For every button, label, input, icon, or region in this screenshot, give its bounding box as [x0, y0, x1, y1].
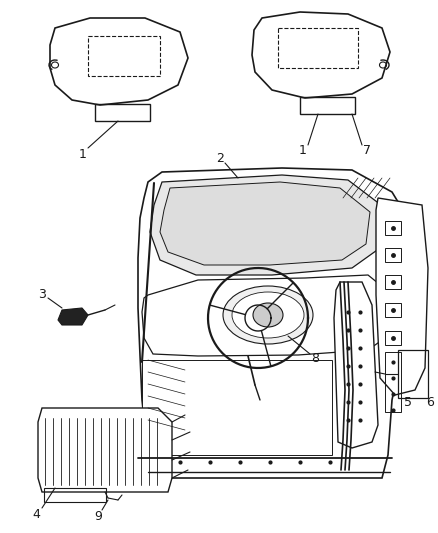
- Polygon shape: [334, 282, 378, 448]
- Polygon shape: [252, 12, 390, 98]
- Bar: [44, 488, 106, 502]
- Text: 8: 8: [311, 351, 319, 365]
- Bar: [278, 28, 358, 68]
- Bar: [95, 104, 150, 121]
- Bar: [385, 352, 401, 412]
- Bar: [398, 350, 428, 398]
- Polygon shape: [142, 275, 388, 356]
- Text: 4: 4: [32, 507, 40, 521]
- Text: 5: 5: [404, 395, 412, 408]
- Ellipse shape: [253, 303, 283, 327]
- Polygon shape: [138, 168, 416, 478]
- Bar: [385, 303, 401, 317]
- Polygon shape: [50, 18, 188, 105]
- Ellipse shape: [223, 286, 313, 344]
- Ellipse shape: [232, 292, 304, 338]
- Polygon shape: [150, 175, 385, 275]
- Polygon shape: [376, 198, 428, 395]
- Text: 7: 7: [363, 144, 371, 157]
- Text: 6: 6: [426, 395, 434, 408]
- Text: 2: 2: [216, 152, 224, 166]
- Text: 1: 1: [299, 144, 307, 157]
- Polygon shape: [142, 360, 332, 455]
- Bar: [300, 97, 355, 114]
- Bar: [385, 248, 401, 262]
- Bar: [385, 221, 401, 235]
- Text: 9: 9: [94, 510, 102, 522]
- Text: 3: 3: [38, 287, 46, 301]
- Bar: [88, 36, 160, 76]
- Bar: [385, 331, 401, 345]
- Polygon shape: [38, 408, 172, 492]
- Text: 1: 1: [79, 148, 87, 160]
- Polygon shape: [160, 182, 370, 265]
- Bar: [385, 275, 401, 289]
- Polygon shape: [58, 308, 88, 325]
